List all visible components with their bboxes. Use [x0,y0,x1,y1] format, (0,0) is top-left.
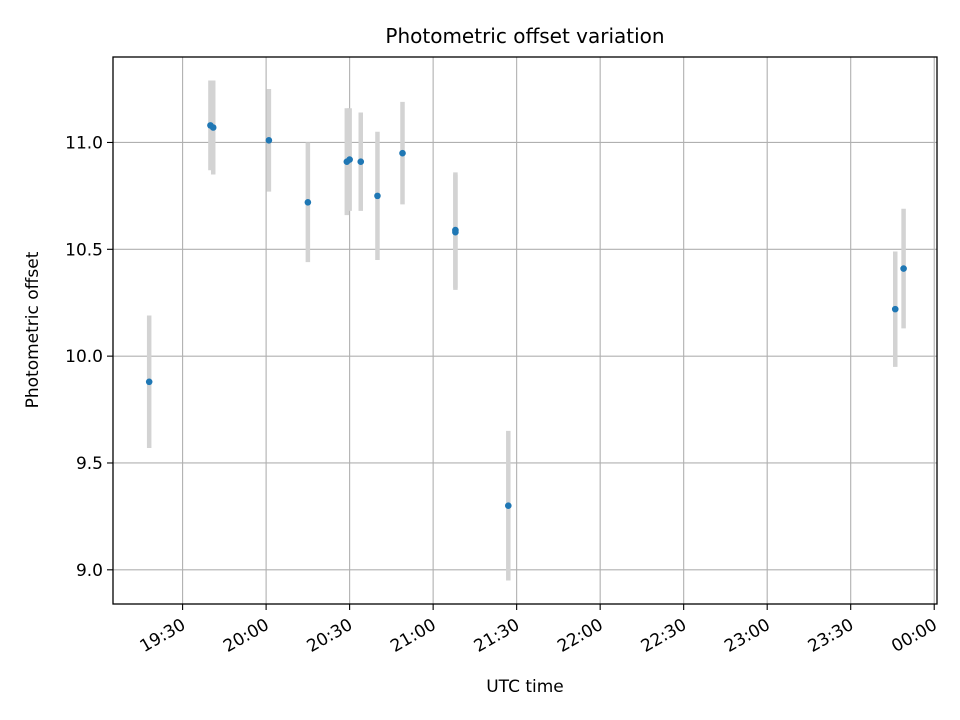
data-point [374,192,381,200]
y-tick-label: 10.5 [65,240,103,260]
y-tick-label: 11.0 [65,133,103,153]
x-tick-label: 22:30 [638,615,690,657]
y-tick-label: 10.0 [65,347,103,367]
x-tick-label: 22:00 [554,615,606,657]
x-tick-label: 19:30 [137,615,189,657]
data-point [399,149,406,157]
error-bars [146,80,906,581]
data-point [891,305,899,313]
y-axis-ticks: 9.0 9.5 10.0 10.5 11.0 [65,133,113,581]
data-point [265,137,273,144]
data-points [145,122,907,510]
x-tick-label: 21:00 [387,615,439,657]
x-axis-label: UTC time [486,677,564,697]
x-tick-label: 21:30 [471,615,523,657]
data-point [145,378,153,386]
y-tick-label: 9.5 [76,454,103,474]
x-tick-label: 23:00 [721,615,773,657]
x-tick-label: 00:00 [888,615,940,657]
data-point [900,265,907,272]
plot-frame [112,56,938,605]
x-tick-label: 23:30 [805,615,857,657]
x-tick-label: 20:30 [304,615,356,657]
y-axis-label: Photometric offset [23,251,43,408]
data-point [209,124,217,131]
data-point [452,228,459,236]
grid-lines [113,57,937,604]
x-axis-ticks: 19:30 20:00 20:30 21:00 21:30 22:00 22:30 23:00… [137,604,941,657]
data-point [504,502,512,510]
x-tick-label: 20:00 [220,615,272,657]
chart-title: Photometric offset variation [385,24,664,48]
data-point [357,158,365,165]
y-tick-label: 9.0 [76,561,103,581]
data-point [346,156,353,163]
data-point [304,198,312,206]
